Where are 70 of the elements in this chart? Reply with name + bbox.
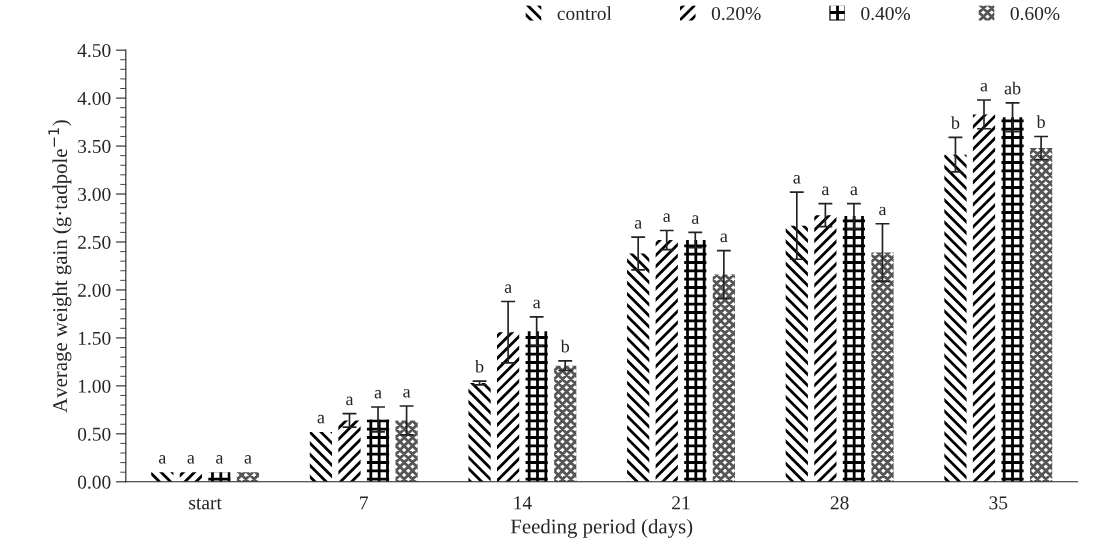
y-tick-label: 1.50 — [78, 331, 111, 345]
y-tick-label: 2.00 — [78, 283, 111, 297]
bar — [366, 419, 390, 482]
legend-label: 0.60% — [1010, 6, 1060, 21]
data-label: a — [793, 174, 801, 184]
bar — [338, 420, 361, 482]
bar — [179, 472, 202, 482]
x-tick-label: 28 — [830, 496, 849, 510]
y-tick-label: 3.00 — [78, 187, 111, 202]
bar — [151, 472, 174, 482]
bar — [627, 253, 650, 482]
bar — [1030, 147, 1053, 482]
y-tick-label: 4.50 — [77, 43, 111, 58]
bar — [684, 240, 707, 482]
bar — [1001, 117, 1024, 482]
bar — [525, 331, 548, 482]
y-tick-label: 0.00 — [77, 475, 111, 489]
data-label: a — [403, 388, 411, 398]
x-tick-label: 7 — [360, 496, 369, 510]
legend-label: control — [557, 6, 612, 21]
bar — [655, 240, 678, 482]
bar — [842, 216, 866, 482]
data-label: a — [216, 455, 224, 464]
data-label: a — [158, 455, 167, 464]
bar — [972, 114, 996, 482]
legend-label: 0.40% — [861, 6, 911, 21]
x-tick-label: 21 — [672, 496, 690, 510]
bar — [309, 431, 333, 482]
x-tick-label: 35 — [989, 496, 1008, 510]
data-label: a — [634, 220, 642, 229]
bar — [497, 332, 520, 482]
bar — [554, 365, 577, 482]
data-label: a — [504, 284, 512, 293]
data-label: a — [317, 414, 325, 424]
y-tick-label: 0.50 — [77, 427, 111, 441]
bar — [785, 225, 808, 482]
data-label: a — [822, 186, 830, 196]
data-label: a — [244, 455, 252, 464]
data-label: a — [663, 213, 671, 223]
bar — [208, 472, 231, 482]
data-label: a — [720, 233, 728, 243]
data-label: a — [980, 82, 988, 92]
x-tick-label: start — [189, 498, 222, 510]
legend-label: 0.20% — [711, 6, 761, 21]
bar — [944, 154, 967, 482]
bar — [395, 420, 418, 482]
data-label: b — [950, 116, 960, 129]
data-label: b — [1036, 115, 1045, 128]
x-axis-title: Feeding period (days) — [510, 518, 693, 538]
bar — [236, 472, 260, 482]
bar — [814, 215, 837, 482]
y-tick-label: 1.00 — [78, 379, 111, 393]
y-axis-title: Average weight gain (g·tadpole$^{−1}$) — [48, 120, 72, 413]
y-tick-label: 2.50 — [78, 235, 111, 250]
data-label: a — [533, 299, 541, 309]
data-label: a — [374, 389, 382, 399]
bar — [468, 383, 491, 482]
data-label: a — [346, 396, 354, 406]
data-label: a — [879, 206, 887, 216]
x-tick-label: 14 — [514, 496, 532, 510]
data-label: b — [560, 339, 570, 353]
data-label: ab — [1004, 81, 1021, 95]
y-tick-label: 3.50 — [78, 139, 111, 154]
data-label: b — [475, 359, 484, 373]
y-tick-label: 4.00 — [77, 91, 111, 106]
data-label: a — [850, 186, 858, 196]
data-label: a — [691, 215, 700, 224]
bar — [871, 252, 894, 482]
data-label: a — [187, 455, 195, 464]
bar — [712, 274, 735, 482]
